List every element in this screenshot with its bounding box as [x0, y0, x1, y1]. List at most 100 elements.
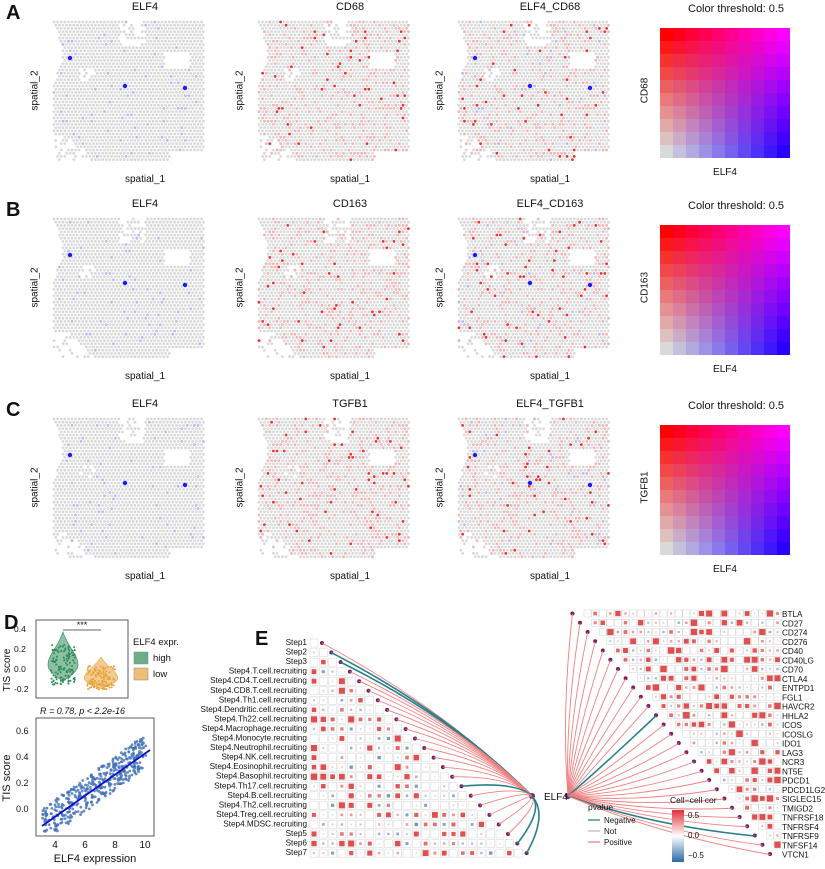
spatial-spot [304, 129, 308, 133]
spatial-spot [194, 107, 198, 110]
spatial-spot [477, 139, 481, 142]
spatial-spot [607, 68, 610, 72]
spatial-spot [554, 59, 558, 62]
spatial-spot [518, 59, 522, 62]
spatial-spot [504, 27, 508, 30]
spatial-spot [392, 94, 396, 97]
spatial-spot [590, 129, 594, 133]
spatial-spot [270, 55, 273, 59]
spatial-spot [526, 148, 529, 152]
spatial-spot [363, 49, 367, 53]
spatial-spot [119, 113, 122, 117]
spatial-spot [517, 100, 520, 104]
spatial-spot [164, 39, 167, 43]
spatial-spot [477, 100, 481, 104]
spatial-spot [133, 107, 137, 110]
spatial-spot [470, 75, 473, 78]
spatial-spot [338, 36, 342, 40]
spatial-spot [259, 145, 263, 149]
spatial-spot [554, 71, 558, 75]
spatial-spot [333, 116, 336, 120]
spatial-spot [196, 33, 200, 37]
spatial-spot [70, 91, 74, 94]
spatial-spot [495, 81, 499, 85]
spatial-spot [365, 20, 369, 24]
spatial-spot [311, 20, 315, 24]
spatial-spot [390, 91, 394, 94]
spatial-spot [533, 84, 536, 88]
spatial-spot [367, 81, 371, 85]
spatial-spot [515, 84, 518, 88]
spatial-spot [349, 81, 353, 85]
spatial-spot [351, 91, 354, 94]
spatial-spot [517, 55, 520, 59]
spatial-spot [587, 129, 590, 133]
spatial-spot [538, 87, 542, 91]
spatial-spot [360, 30, 363, 33]
spatial-spot [272, 97, 275, 101]
spatial-spot [99, 59, 103, 62]
spatial-spot [85, 148, 88, 152]
spatial-spot [68, 49, 72, 53]
spatial-spot [295, 139, 299, 142]
spatial-spot [403, 145, 407, 149]
spatial-spot [540, 46, 544, 49]
spatial-spot [311, 52, 315, 56]
spatial-spot [468, 97, 472, 101]
spatial-spot [196, 52, 200, 56]
spatial-spot [401, 46, 405, 49]
spatial-spot [554, 142, 558, 145]
spatial-spot [295, 132, 299, 136]
spatial-spot [295, 30, 299, 33]
spatial-spot [320, 55, 324, 59]
spatial-spot [99, 103, 103, 107]
spatial-spot [594, 59, 598, 62]
spatial-spot [108, 126, 112, 129]
spatial-spot [491, 36, 495, 40]
spatial-spot [493, 20, 497, 24]
spatial-spot [497, 59, 500, 62]
spatial-spot [387, 78, 390, 81]
spatial-spot [270, 62, 273, 65]
spatial-spot [97, 62, 101, 65]
spatial-spot [56, 116, 59, 120]
spatial-spot [565, 27, 569, 30]
spatial-spot [389, 107, 392, 110]
spatial-spot [142, 116, 146, 120]
spatial-spot [74, 116, 77, 120]
spatial-spot [466, 113, 470, 117]
spatial-spot [108, 94, 112, 97]
spatial-spot [112, 75, 115, 78]
spatial-spot [481, 107, 484, 110]
spatial-spot [130, 49, 133, 53]
spatial-spot [119, 43, 122, 46]
spatial-spot [482, 148, 486, 152]
spatial-spot [259, 132, 263, 136]
spatial-spot [146, 46, 149, 49]
spatial-spot [488, 145, 491, 149]
spatial-spot [291, 43, 295, 46]
spatial-spot [194, 81, 198, 85]
spatial-spot [58, 36, 61, 40]
spatial-spot [113, 103, 117, 107]
spatial-spot [405, 129, 408, 133]
spatial-spot [524, 113, 527, 117]
spatial-spot [281, 62, 284, 65]
spatial-spot [506, 75, 509, 78]
spatial-spot [574, 30, 578, 33]
spatial-spot [119, 100, 122, 104]
spatial-spot [331, 55, 335, 59]
spatial-spot [95, 155, 99, 158]
spatial-spot [565, 71, 569, 75]
spatial-spot [594, 84, 598, 88]
spatial-spot [509, 139, 513, 142]
spatial-spot [77, 91, 81, 94]
spatial-spot [157, 91, 160, 94]
spatial-spot [524, 81, 527, 85]
spatial-spot [300, 46, 304, 49]
spatial-spot [275, 59, 279, 62]
spatial-spot [461, 20, 464, 24]
spatial-spot [113, 65, 117, 69]
spatial-spot [324, 43, 327, 46]
spatial-spot [531, 100, 535, 104]
